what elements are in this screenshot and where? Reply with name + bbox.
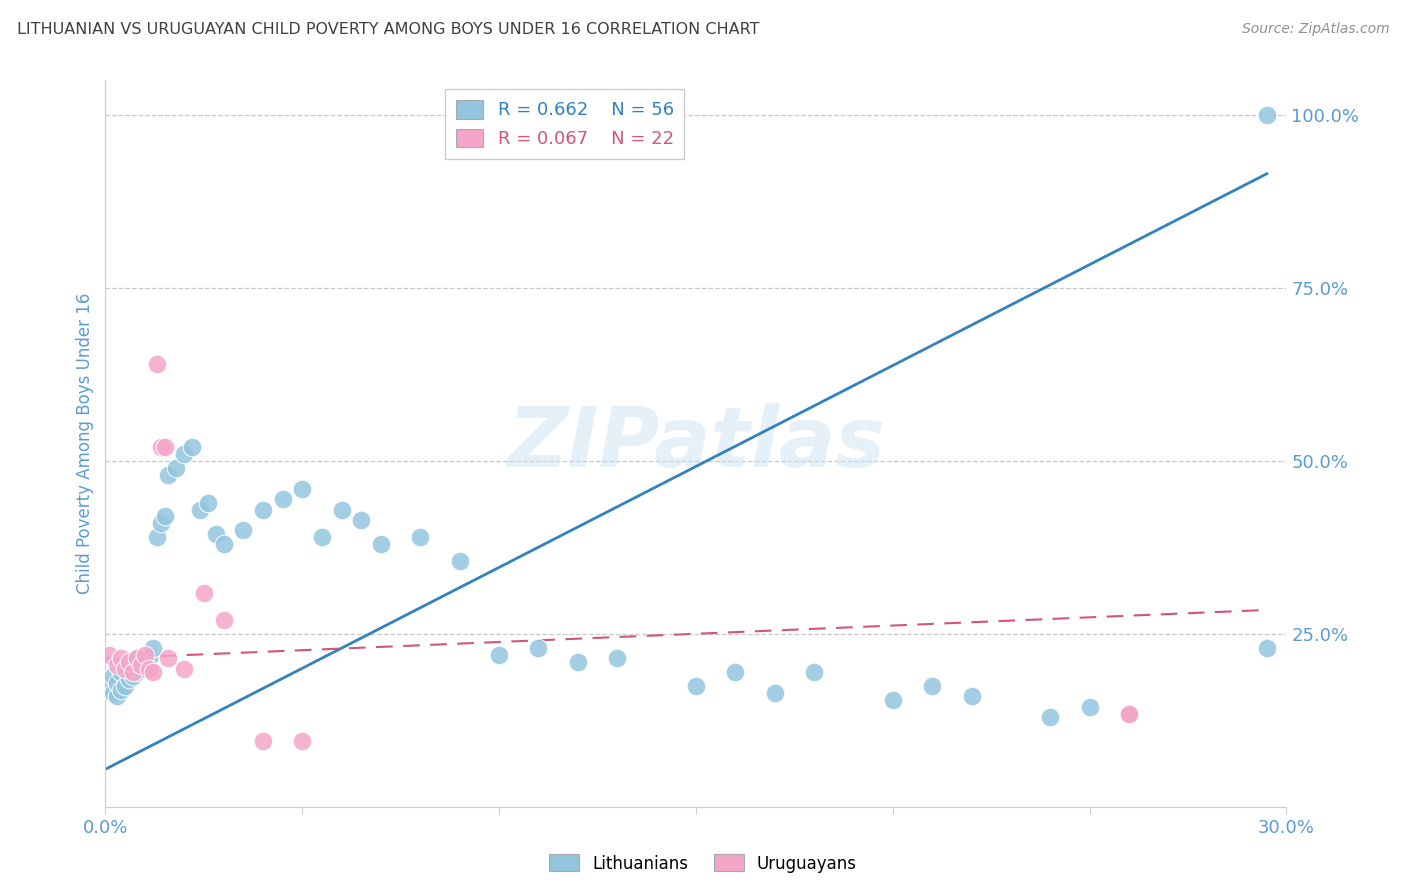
Point bbox=[204, 526, 226, 541]
Point bbox=[110, 682, 132, 697]
Point bbox=[110, 665, 132, 680]
Point bbox=[350, 513, 373, 527]
Point bbox=[330, 502, 353, 516]
Point bbox=[803, 665, 825, 680]
Point bbox=[122, 669, 145, 683]
Point bbox=[271, 492, 294, 507]
Point bbox=[488, 648, 510, 662]
Point bbox=[1039, 710, 1062, 724]
Point bbox=[567, 655, 589, 669]
Point bbox=[149, 440, 172, 454]
Point bbox=[103, 686, 125, 700]
Point bbox=[1118, 706, 1140, 721]
Point bbox=[157, 651, 180, 665]
Point bbox=[685, 679, 707, 693]
Point bbox=[125, 651, 148, 665]
Point bbox=[98, 648, 121, 662]
Point bbox=[311, 530, 333, 544]
Point bbox=[118, 658, 141, 673]
Point bbox=[122, 665, 145, 680]
Point bbox=[134, 648, 156, 662]
Point bbox=[114, 662, 136, 676]
Point bbox=[252, 502, 274, 516]
Point bbox=[173, 662, 195, 676]
Legend: Lithuanians, Uruguayans: Lithuanians, Uruguayans bbox=[543, 847, 863, 880]
Point bbox=[1256, 108, 1278, 122]
Point bbox=[197, 495, 219, 509]
Point bbox=[134, 658, 156, 673]
Point bbox=[129, 658, 152, 673]
Point bbox=[960, 690, 983, 704]
Legend: R = 0.662    N = 56, R = 0.067    N = 22: R = 0.662 N = 56, R = 0.067 N = 22 bbox=[446, 89, 685, 159]
Point bbox=[449, 554, 471, 568]
Point bbox=[252, 734, 274, 748]
Point bbox=[105, 690, 128, 704]
Point bbox=[724, 665, 747, 680]
Point bbox=[370, 537, 392, 551]
Point bbox=[173, 447, 195, 461]
Point bbox=[527, 640, 550, 655]
Point bbox=[181, 440, 204, 454]
Point bbox=[212, 613, 235, 627]
Point bbox=[142, 665, 165, 680]
Point bbox=[1078, 699, 1101, 714]
Point bbox=[122, 655, 145, 669]
Point bbox=[409, 530, 432, 544]
Point bbox=[165, 461, 187, 475]
Point bbox=[129, 662, 152, 676]
Point bbox=[142, 640, 165, 655]
Point bbox=[98, 679, 121, 693]
Point bbox=[291, 734, 314, 748]
Point bbox=[921, 679, 943, 693]
Point bbox=[118, 672, 141, 686]
Point bbox=[114, 662, 136, 676]
Point bbox=[232, 524, 254, 538]
Point bbox=[105, 658, 128, 673]
Point bbox=[153, 440, 176, 454]
Point bbox=[606, 651, 628, 665]
Point bbox=[118, 655, 141, 669]
Point bbox=[763, 686, 786, 700]
Point bbox=[125, 651, 148, 665]
Point bbox=[138, 651, 160, 665]
Text: Source: ZipAtlas.com: Source: ZipAtlas.com bbox=[1241, 22, 1389, 37]
Point bbox=[291, 482, 314, 496]
Y-axis label: Child Poverty Among Boys Under 16: Child Poverty Among Boys Under 16 bbox=[76, 293, 94, 594]
Text: LITHUANIAN VS URUGUAYAN CHILD POVERTY AMONG BOYS UNDER 16 CORRELATION CHART: LITHUANIAN VS URUGUAYAN CHILD POVERTY AM… bbox=[17, 22, 759, 37]
Point bbox=[153, 509, 176, 524]
Point bbox=[212, 537, 235, 551]
Text: ZIPatlas: ZIPatlas bbox=[508, 403, 884, 484]
Point bbox=[157, 467, 180, 482]
Point bbox=[1118, 706, 1140, 721]
Point bbox=[188, 502, 211, 516]
Point bbox=[193, 585, 215, 599]
Point bbox=[114, 679, 136, 693]
Point bbox=[1118, 706, 1140, 721]
Point bbox=[1256, 640, 1278, 655]
Point bbox=[125, 665, 148, 680]
Point bbox=[145, 357, 167, 371]
Point bbox=[882, 693, 904, 707]
Point bbox=[105, 675, 128, 690]
Point bbox=[103, 669, 125, 683]
Point bbox=[145, 530, 167, 544]
Point bbox=[138, 662, 160, 676]
Point bbox=[110, 651, 132, 665]
Point bbox=[149, 516, 172, 531]
